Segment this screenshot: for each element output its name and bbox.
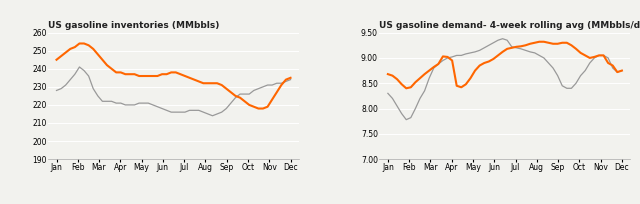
- Text: US gasoline demand- 4-week rolling avg (MMbbls/d): US gasoline demand- 4-week rolling avg (…: [380, 21, 640, 30]
- Legend: 2023, 5-year average: 2023, 5-year average: [109, 203, 238, 204]
- Text: US gasoline inventories (MMbbls): US gasoline inventories (MMbbls): [48, 21, 220, 30]
- Legend: 2023, 5-year average: 2023, 5-year average: [440, 203, 570, 204]
